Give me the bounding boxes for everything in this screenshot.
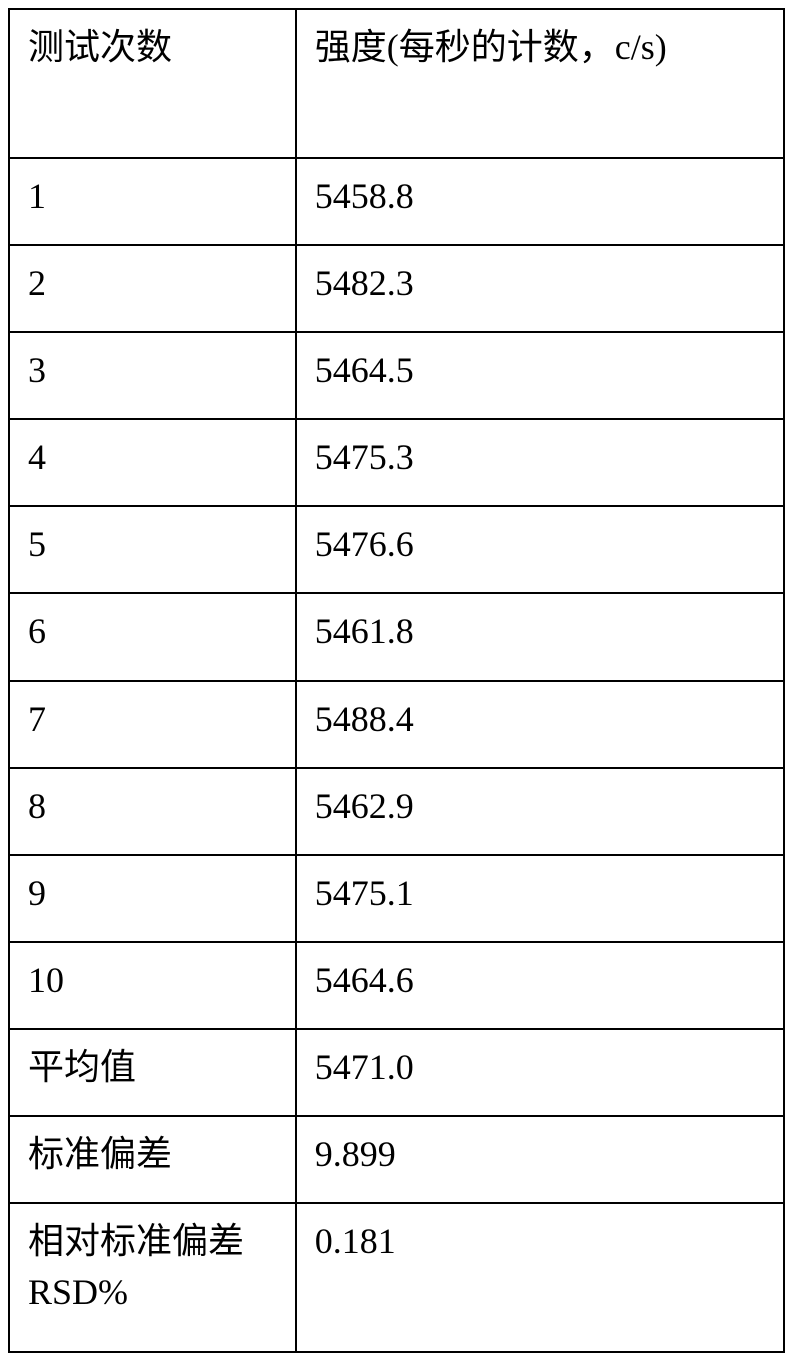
cell-intensity-value: 5476.6 [296, 506, 784, 593]
cell-intensity-value: 5475.1 [296, 855, 784, 942]
cell-test-number: 7 [9, 681, 296, 768]
cell-test-number: 10 [9, 942, 296, 1029]
table-row: 9 5475.1 [9, 855, 784, 942]
table-row: 1 5458.8 [9, 158, 784, 245]
cell-intensity-value: 5458.8 [296, 158, 784, 245]
column-header-test-count: 测试次数 [9, 9, 296, 158]
cell-intensity-value: 5464.6 [296, 942, 784, 1029]
cell-test-number: 1 [9, 158, 296, 245]
cell-summary-label-mean: 平均值 [9, 1029, 296, 1116]
cell-intensity-value: 5462.9 [296, 768, 784, 855]
table-row: 5 5476.6 [9, 506, 784, 593]
table-header-row: 测试次数 强度(每秒的计数，c/s) [9, 9, 784, 158]
column-header-intensity: 强度(每秒的计数，c/s) [296, 9, 784, 158]
table-summary-row: 平均值 5471.0 [9, 1029, 784, 1116]
cell-test-number: 8 [9, 768, 296, 855]
cell-test-number: 6 [9, 593, 296, 680]
cell-summary-value-mean: 5471.0 [296, 1029, 784, 1116]
table-row: 4 5475.3 [9, 419, 784, 506]
cell-test-number: 9 [9, 855, 296, 942]
data-table: 测试次数 强度(每秒的计数，c/s) 1 5458.8 2 5482.3 3 5… [8, 8, 785, 1353]
cell-test-number: 4 [9, 419, 296, 506]
cell-intensity-value: 5464.5 [296, 332, 784, 419]
table-row: 3 5464.5 [9, 332, 784, 419]
cell-intensity-value: 5461.8 [296, 593, 784, 680]
cell-test-number: 5 [9, 506, 296, 593]
cell-summary-value-rsd: 0.181 [296, 1203, 784, 1352]
cell-summary-label-rsd: 相对标准偏差 RSD% [9, 1203, 296, 1352]
cell-intensity-value: 5488.4 [296, 681, 784, 768]
cell-test-number: 3 [9, 332, 296, 419]
table-row: 6 5461.8 [9, 593, 784, 680]
table-summary-row: 标准偏差 9.899 [9, 1116, 784, 1203]
cell-summary-label-stddev: 标准偏差 [9, 1116, 296, 1203]
table-row: 8 5462.9 [9, 768, 784, 855]
cell-intensity-value: 5475.3 [296, 419, 784, 506]
cell-test-number: 2 [9, 245, 296, 332]
cell-intensity-value: 5482.3 [296, 245, 784, 332]
table-row: 10 5464.6 [9, 942, 784, 1029]
table-row: 7 5488.4 [9, 681, 784, 768]
table-summary-row: 相对标准偏差 RSD% 0.181 [9, 1203, 784, 1352]
table-row: 2 5482.3 [9, 245, 784, 332]
cell-summary-value-stddev: 9.899 [296, 1116, 784, 1203]
